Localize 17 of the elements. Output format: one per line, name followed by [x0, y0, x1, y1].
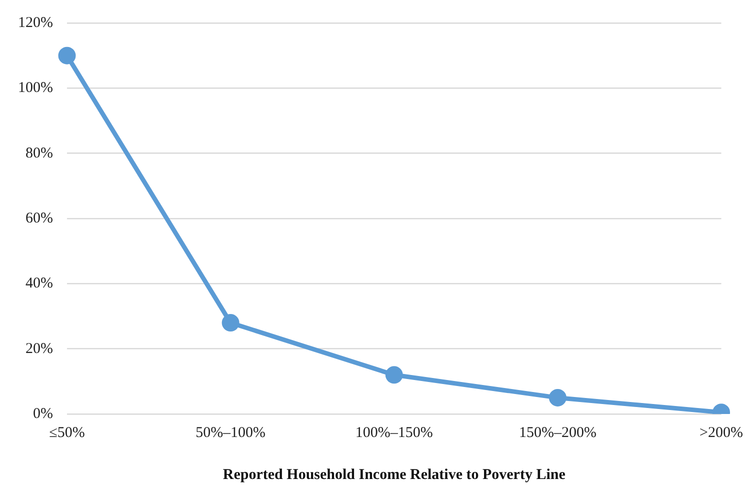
point	[548, 388, 566, 406]
y-tick-label: 80%	[25, 145, 53, 162]
y-tick-label: 20%	[25, 340, 53, 357]
y-tick-label: 100%	[18, 80, 53, 96]
x-tick-label: ≤50%	[49, 424, 85, 441]
x-tick-label: 50%–100%	[196, 424, 266, 441]
y-tick-label: 0%	[32, 406, 53, 422]
x-axis-title: Reported Household Income Relative to Poverty Line	[222, 466, 566, 483]
y-tick-label: 40%	[25, 276, 53, 292]
y-tick-label: 60%	[25, 210, 53, 226]
point	[385, 366, 403, 384]
x-tick-label: 100%–150%	[355, 424, 433, 441]
x-tick-label: 150%–200%	[518, 424, 596, 441]
y-tick-label: 120%	[18, 14, 53, 31]
x-tick-label: >200%	[700, 424, 744, 441]
point	[58, 46, 76, 64]
point	[222, 314, 240, 332]
